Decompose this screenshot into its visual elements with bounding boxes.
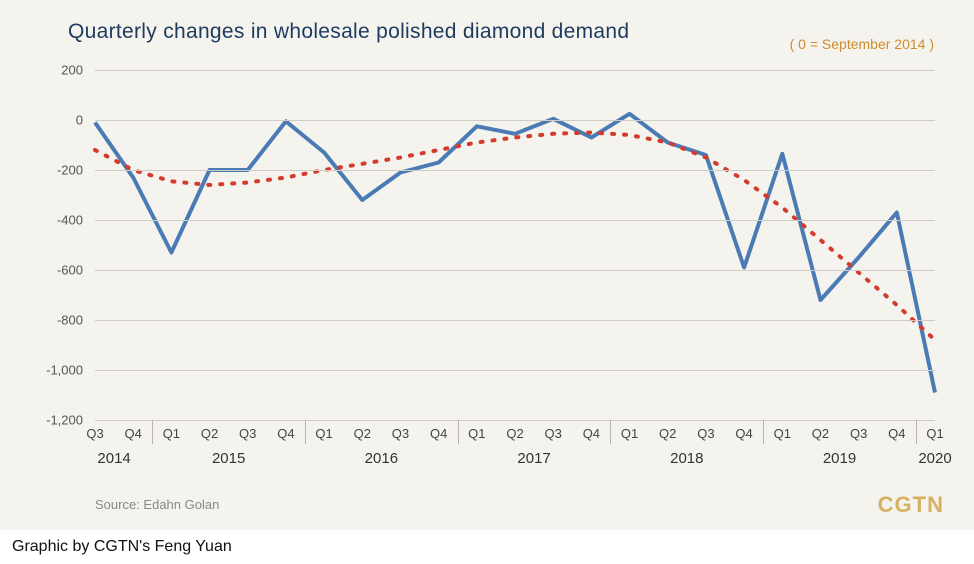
x-quarter-label: Q4 [888,426,905,441]
baseline-note: ( 0 = September 2014 ) [790,36,934,52]
gridline [95,320,935,321]
x-quarter-label: Q4 [125,426,142,441]
x-year-label: 2014 [97,450,130,467]
x-quarter-label: Q2 [201,426,218,441]
gridline [95,420,935,421]
gridline [95,170,935,171]
y-tick-label: -600 [23,263,83,278]
gridline [95,220,935,221]
x-quarter-label: Q3 [545,426,562,441]
x-year-label: 2016 [365,450,398,467]
x-quarter-label: Q3 [86,426,103,441]
x-quarter-label: Q3 [392,426,409,441]
x-quarter-label: Q1 [315,426,332,441]
x-quarter-label: Q3 [697,426,714,441]
x-quarter-label: Q2 [659,426,676,441]
x-quarter-label: Q3 [239,426,256,441]
x-quarter-label: Q1 [468,426,485,441]
plot-area: 2000-200-400-600-800-1,000-1,200Q3Q4Q1Q2… [95,70,935,420]
graphic-credit: Graphic by CGTN's Feng Yuan [12,538,232,556]
x-year-label: 2017 [517,450,550,467]
y-tick-label: -1,000 [23,363,83,378]
x-year-label: 2019 [823,450,856,467]
chart-svg [95,70,935,420]
x-quarter-label: Q2 [506,426,523,441]
main-series-line [95,114,935,393]
x-year-label: 2018 [670,450,703,467]
year-separator [610,420,611,444]
x-quarter-label: Q1 [774,426,791,441]
y-tick-label: -200 [23,163,83,178]
trend-series-line [95,133,935,341]
y-tick-label: 200 [23,63,83,78]
gridline [95,270,935,271]
x-quarter-label: Q3 [850,426,867,441]
x-year-label: 2020 [918,450,951,467]
source-label: Source: Edahn Golan [95,497,219,512]
y-tick-label: -1,200 [23,413,83,428]
gridline [95,70,935,71]
x-year-label: 2015 [212,450,245,467]
gridline [95,120,935,121]
y-tick-label: 0 [23,113,83,128]
cgtn-logo: CGTN [878,492,944,518]
year-separator [152,420,153,444]
x-quarter-label: Q2 [812,426,829,441]
year-separator [458,420,459,444]
chart-panel: Quarterly changes in wholesale polished … [0,0,974,530]
x-quarter-label: Q4 [735,426,752,441]
x-quarter-label: Q2 [354,426,371,441]
x-quarter-label: Q1 [926,426,943,441]
year-separator [763,420,764,444]
y-tick-label: -800 [23,313,83,328]
x-quarter-label: Q4 [583,426,600,441]
x-quarter-label: Q1 [621,426,638,441]
y-tick-label: -400 [23,213,83,228]
x-quarter-label: Q1 [163,426,180,441]
x-quarter-label: Q4 [430,426,447,441]
gridline [95,370,935,371]
year-separator [305,420,306,444]
year-separator [916,420,917,444]
x-quarter-label: Q4 [277,426,294,441]
